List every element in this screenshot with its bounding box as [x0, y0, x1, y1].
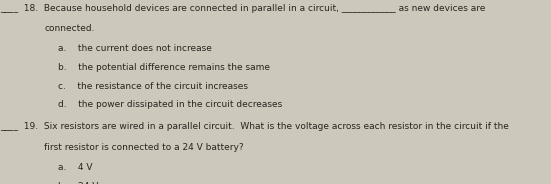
Text: ____  19.  Six resistors are wired in a parallel circuit.  What is the voltage a: ____ 19. Six resistors are wired in a pa… — [0, 122, 509, 131]
Text: a.    the current does not increase: a. the current does not increase — [58, 44, 212, 53]
Text: c.    the resistance of the circuit increases: c. the resistance of the circuit increas… — [58, 82, 248, 91]
Text: ____  18.  Because household devices are connected in parallel in a circuit, ___: ____ 18. Because household devices are c… — [0, 4, 485, 13]
Text: d.    the power dissipated in the circuit decreases: d. the power dissipated in the circuit d… — [58, 100, 282, 109]
Text: b.    24 V: b. 24 V — [58, 182, 98, 184]
Text: connected.: connected. — [44, 24, 95, 33]
Text: b.    the potential difference remains the same: b. the potential difference remains the … — [58, 63, 270, 72]
Text: first resistor is connected to a 24 V battery?: first resistor is connected to a 24 V ba… — [44, 143, 244, 152]
Text: a.    4 V: a. 4 V — [58, 163, 93, 172]
